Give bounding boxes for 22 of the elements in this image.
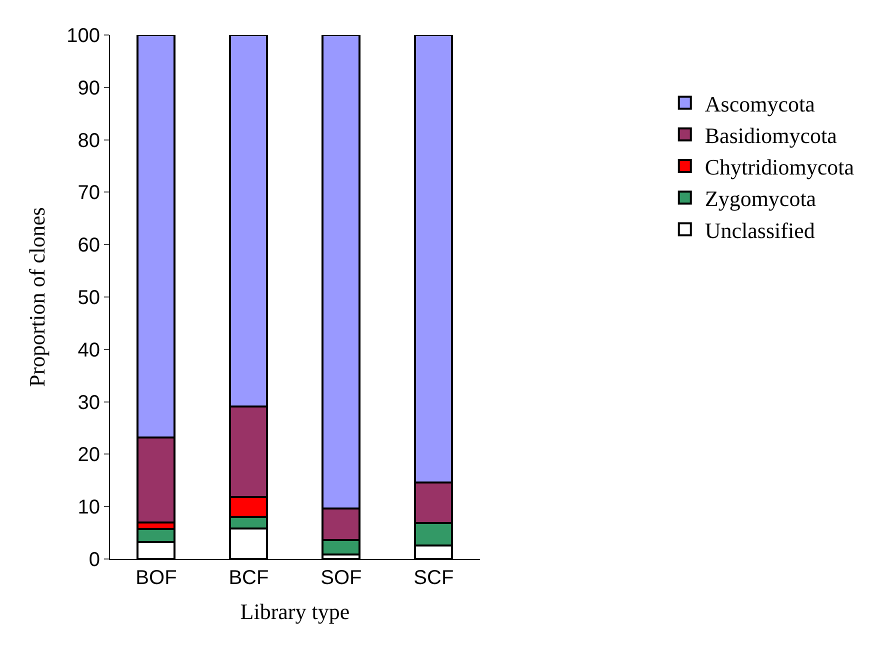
legend-label: Unclassified (704, 218, 815, 243)
y-tick-label: 10 (78, 496, 100, 519)
y-tick-label: 20 (78, 444, 100, 466)
legend-label: Zygomycota (704, 186, 816, 212)
y-tick-label: 100 (66, 25, 100, 47)
y-axis-title: Proportion of clones (24, 207, 50, 387)
legend-label: Ascomycota (704, 91, 816, 116)
y-tick-label: 70 (78, 182, 100, 204)
x-axis-title: Library type (240, 598, 350, 624)
legend-label: Basidiomycota (704, 122, 838, 148)
x-tick-label: SOF (320, 567, 362, 589)
x-tick-label: BOF (136, 567, 177, 589)
y-tick-label: 0 (88, 549, 100, 571)
legend-label: Chytridiomycota (704, 154, 854, 180)
x-tick-label: BCF (228, 567, 269, 589)
y-tick-label: 60 (78, 234, 100, 257)
y-tick-label: 80 (78, 130, 100, 152)
y-tick-label: 30 (78, 392, 100, 414)
x-tick-label: SCF (414, 567, 454, 589)
y-tick-label: 50 (78, 287, 100, 309)
y-tick-label: 90 (78, 77, 100, 100)
y-tick-label: 40 (78, 339, 100, 362)
